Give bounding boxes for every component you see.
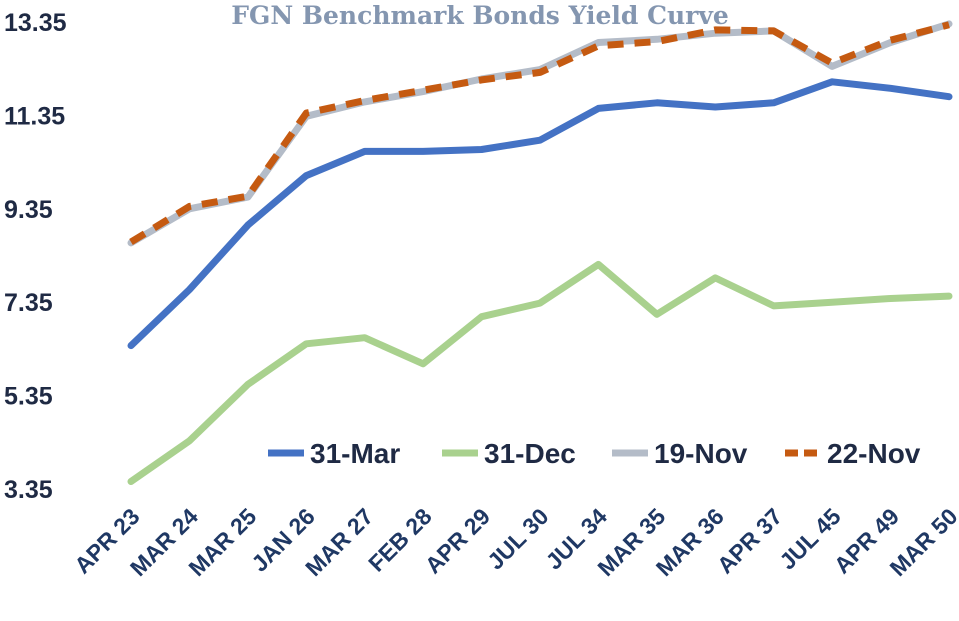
x-tick-label: APR 29	[420, 503, 495, 578]
y-tick-label: 13.35	[4, 9, 67, 37]
legend-label: 22-Nov	[827, 438, 921, 469]
series-line-31-dec	[127, 260, 953, 485]
y-tick-label: 7.35	[4, 289, 53, 317]
legend-label: 31-Mar	[310, 438, 400, 469]
legend-label: 31-Dec	[484, 438, 576, 469]
y-tick-label: 11.35	[4, 102, 65, 130]
y-tick-label: 9.35	[4, 196, 53, 224]
x-tick-label: JUL 30	[482, 503, 553, 574]
series-lines	[127, 20, 953, 485]
legend: 31-Mar 31-Dec 19-Nov 22-Nov	[268, 438, 921, 469]
y-axis-tick-labels: 13.35 11.35 9.35 7.35 5.35 3.35	[4, 9, 67, 504]
legend-label: 19-Nov	[654, 438, 748, 469]
y-tick-label: 5.35	[4, 383, 53, 411]
chart-title: FGN Benchmark Bonds Yield Curve	[231, 1, 729, 30]
series-line-22-nov	[129, 21, 950, 245]
x-tick-label: APR 37	[712, 503, 787, 578]
y-tick-label: 3.35	[4, 476, 53, 504]
series-line-31-mar	[127, 78, 953, 350]
